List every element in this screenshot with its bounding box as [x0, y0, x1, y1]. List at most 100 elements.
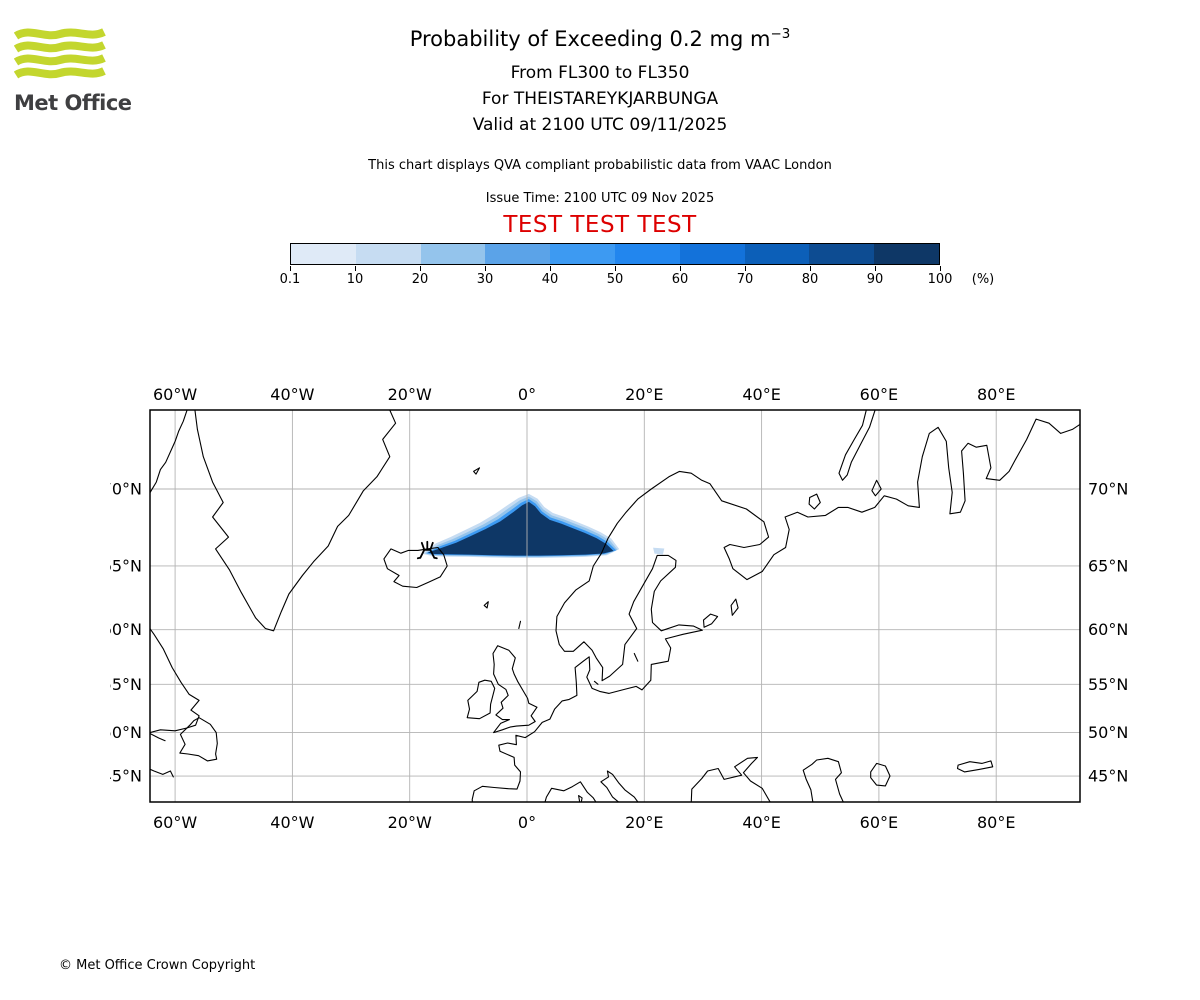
graticule	[150, 410, 1080, 802]
coastline-lake-ladoga	[702, 613, 719, 628]
colorbar-tick	[290, 266, 291, 271]
test-banner: TEST TEST TEST	[503, 212, 697, 238]
lat-label-left: 50°N	[110, 723, 142, 742]
subtitle-valid-time: Valid at 2100 UTC 09/11/2025	[472, 115, 728, 135]
colorbar-segment	[809, 244, 875, 264]
lat-label-right: 65°N	[1088, 556, 1128, 575]
colorbar-tick-label: 70	[736, 272, 754, 287]
coastline-shetland	[518, 620, 522, 630]
colorbar-tick-label: 10	[346, 272, 364, 287]
coastline-corsica	[578, 795, 583, 802]
colorbar-unit-label: (%)	[971, 272, 995, 287]
coastline-kolguev	[808, 493, 821, 510]
coastline-gulf-st-lawrence	[150, 768, 174, 778]
colorbar-segment	[614, 244, 680, 264]
colorbar-tick	[810, 266, 811, 271]
colorbar-tick	[875, 266, 876, 271]
colorbar-tick	[355, 266, 356, 271]
lon-label-bottom: 40°W	[270, 813, 314, 832]
colorbar-tick-label: 0.1	[279, 272, 301, 287]
colorbar-tick	[485, 266, 486, 271]
colorbar-segment	[550, 244, 615, 264]
colorbar-tick	[550, 266, 551, 271]
colorbar-tick-label: 20	[411, 272, 429, 287]
lon-label-top: 80°E	[977, 385, 1015, 404]
lat-label-right: 60°N	[1088, 620, 1128, 639]
lat-label-right: 50°N	[1088, 723, 1128, 742]
colorbar-segment	[744, 244, 810, 264]
coastline-ireland	[466, 679, 496, 720]
coastline-anticosti	[150, 732, 166, 742]
qva-description: This chart displays QVA compliant probab…	[368, 158, 832, 173]
coastline-eurasia-mainland	[471, 418, 1080, 802]
coastline-vaygach	[871, 479, 882, 497]
coastline-labrador	[150, 627, 200, 734]
copyright: © Met Office Crown Copyright	[59, 958, 256, 973]
colorbar: 0.1 10 20 30 40 50 60 70 80 90 100 (%)	[280, 243, 1002, 303]
subtitle-volcano: For THEISTAREYKJARBUNGA	[481, 89, 719, 109]
coastline-caspian-sea	[802, 757, 844, 802]
colorbar-segment	[485, 244, 551, 264]
coastline-mediterranean-nw	[544, 781, 597, 802]
lon-label-bottom: 60°W	[153, 813, 197, 832]
lat-label-right: 45°N	[1088, 767, 1128, 786]
colorbar-tick-label: 60	[671, 272, 689, 287]
colorbar-tick-label: 50	[606, 272, 624, 287]
axis-labels: 60°W 60°W 40°W 40°W 20°W 20°W 0° 0° 20°E 20°E 40°E…	[110, 385, 1128, 832]
coastline-iceland	[383, 546, 448, 589]
lon-label-bottom: 20°W	[388, 813, 432, 832]
coastline-lake-balkhash	[956, 760, 994, 773]
page-title: Probability of Exceeding 0.2 mg m−3	[0, 27, 1200, 51]
title-exponent: −3	[770, 27, 791, 42]
lat-label-left: 55°N	[110, 675, 142, 694]
lon-label-bottom: 20°E	[625, 813, 663, 832]
coastline-danish-isles	[593, 680, 599, 685]
lon-label-top: 40°E	[742, 385, 780, 404]
lon-label-bottom: 80°E	[977, 813, 1015, 832]
map-border	[149, 409, 1081, 803]
subtitle-flight-levels: From FL300 to FL350	[510, 63, 690, 83]
coastline-adriatic	[600, 770, 639, 802]
lon-label-top: 20°W	[388, 385, 432, 404]
met-office-logo-waves	[13, 28, 106, 79]
colorbar-segment	[679, 244, 745, 264]
coastline-faroe	[483, 601, 489, 609]
lat-label-right: 70°N	[1088, 480, 1128, 499]
probability-plume	[422, 493, 665, 558]
met-office-logo-text: Met Office	[14, 91, 132, 115]
coastline-baffin	[150, 410, 188, 494]
map: 60°W 60°W 40°W 40°W 20°W 20°W 0° 0° 20°E 20°E 40°E…	[110, 385, 1128, 832]
coastline-newfoundland	[179, 717, 218, 762]
colorbar-tick	[420, 266, 421, 271]
colorbar-tick	[940, 266, 941, 271]
colorbar-gradient	[290, 243, 940, 265]
coastline-aral-sea	[870, 762, 891, 787]
coastlines	[150, 410, 1080, 802]
lon-label-top: 40°W	[270, 385, 314, 404]
lon-label-top: 0°	[518, 385, 536, 404]
colorbar-segment	[355, 244, 421, 264]
colorbar-segment	[874, 244, 939, 264]
lon-label-top: 60°E	[860, 385, 898, 404]
colorbar-tick	[745, 266, 746, 271]
lon-label-top: 20°E	[625, 385, 663, 404]
volcano-marker-icon	[416, 540, 438, 560]
coastline-gotland	[633, 652, 639, 662]
colorbar-tick-label: 40	[541, 272, 559, 287]
coastline-novaya-zemlya	[838, 410, 876, 481]
lat-label-right: 55°N	[1088, 675, 1128, 694]
coastline-great-britain	[492, 645, 538, 734]
lon-label-top: 60°W	[153, 385, 197, 404]
coastline-greenland	[194, 410, 397, 632]
lon-label-bottom: 0°	[518, 813, 536, 832]
issue-time: Issue Time: 2100 UTC 09 Nov 2025	[485, 191, 715, 206]
lon-label-bottom: 40°E	[742, 813, 780, 832]
colorbar-tick	[615, 266, 616, 271]
colorbar-tick-label: 80	[801, 272, 819, 287]
page-title-text: Probability of Exceeding 0.2 mg m	[409, 27, 771, 51]
colorbar-tick	[680, 266, 681, 271]
met-office-logo: Met Office	[13, 27, 134, 115]
coastline-lake-onega	[730, 598, 739, 616]
colorbar-tick-label: 30	[476, 272, 494, 287]
